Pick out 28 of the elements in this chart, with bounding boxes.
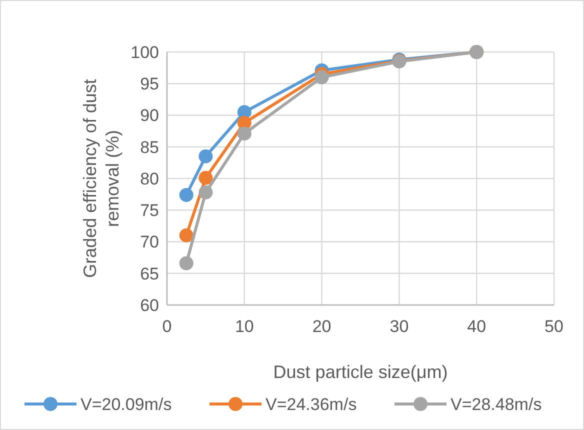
x-tick-label: 30 [390,317,409,336]
point [314,70,329,84]
point [179,256,194,270]
x-tick-label: 10 [234,317,254,336]
x-tick-label: 50 [544,317,564,336]
legend-label: V=20.09m/s [80,394,172,414]
point [179,188,194,202]
x-tick-label: 40 [467,317,486,336]
y-tick-label: 90 [140,106,159,126]
y-tick-label: 95 [140,74,159,94]
y-tick-label: 80 [140,169,159,188]
y-tick-label: 100 [130,42,159,62]
point [179,228,194,242]
point [198,185,213,200]
point [198,149,213,164]
point [198,170,213,185]
x-axis-title: Dust particle size(μm) [273,362,448,382]
y-tick-label: 70 [140,232,159,252]
x-tick-label: 20 [312,317,332,336]
y-tick-label: 60 [140,296,159,315]
y-tick-label: 85 [140,138,159,157]
legend-label: V=24.36m/s [266,394,357,414]
x-tick-label: 0 [162,317,172,336]
y-axis-title: Graded efficiency of dust removal (%) [80,79,123,278]
y-tick-label: 65 [140,264,159,284]
y-tick-label: 75 [140,201,159,220]
legend-label: V=28.48m/s [450,394,542,414]
point [237,126,252,141]
